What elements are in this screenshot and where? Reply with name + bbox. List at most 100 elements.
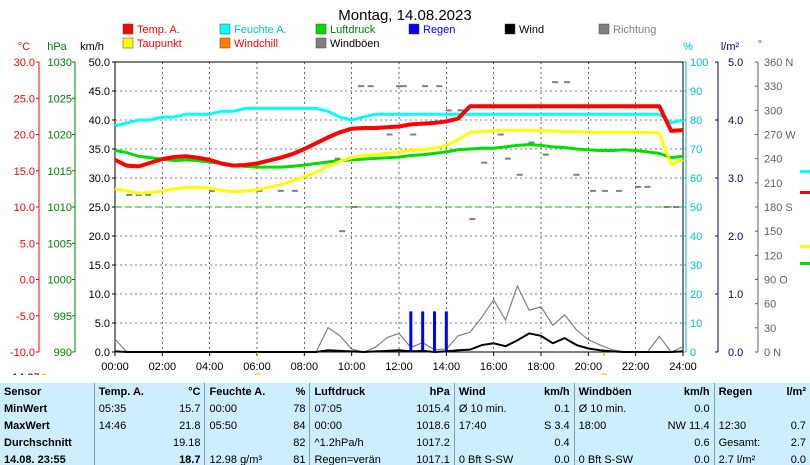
pressure-tick-label: 1000 <box>48 275 72 287</box>
direction-point <box>663 206 670 208</box>
direction-point <box>469 218 476 221</box>
temp-tick-label: -5.0 <box>16 311 35 323</box>
stats-cell: 0.7 <box>790 419 806 432</box>
direction-point <box>436 85 443 88</box>
temp-tick-label: -10.0 <box>10 347 35 359</box>
axes: 30.025.020.015.010.05.00.0-5.0-10.010301… <box>10 57 796 373</box>
wind-tick-label: 45.0 <box>89 86 110 98</box>
rain-tick-label: 2.0 <box>728 231 743 243</box>
time-tick-label: 06:00 <box>243 361 271 373</box>
wind-tick-label: 20.0 <box>89 231 110 243</box>
temp-tick-label: 0.0 <box>20 275 35 287</box>
rain-tick-label: 0.0 <box>728 347 743 359</box>
temp-tick-label: 20.0 <box>14 130 35 142</box>
direction-point <box>145 193 152 196</box>
pressure-tick-label: 1030 <box>48 57 72 69</box>
direction-point <box>358 85 365 88</box>
direction-point <box>126 193 133 196</box>
stats-cell: 17:40 <box>453 417 532 434</box>
stats-cell: Luftdruck <box>309 383 403 400</box>
pressure-tick-label: 990 <box>54 347 72 359</box>
stats-cell: 0.1 <box>554 402 570 415</box>
stats-cell: hPa <box>429 385 450 398</box>
legend-swatch <box>219 37 231 49</box>
weather-chart: Montag, 14.08.2023 Temp. A. Feuchte A. Luf… <box>10 7 810 375</box>
wind-tick-label: 25.0 <box>89 202 110 214</box>
stats-cell: l/m² <box>786 385 806 398</box>
stats-cell: 1017.2 <box>416 436 450 449</box>
direction-point <box>256 189 263 192</box>
direction-point <box>644 185 651 188</box>
stats-cell: 82 <box>293 436 306 449</box>
stats-row: MaxWert 14:46 21.8 05:50 84 00:00 1018.6 17:40 S… <box>0 417 810 434</box>
direction-point <box>573 173 580 176</box>
stats-cell: 18.7 <box>179 453 201 465</box>
direction-tick-label: 240 <box>764 154 782 166</box>
stats-cell: 07:05 <box>309 400 403 417</box>
humidity-tick-label: 70 <box>690 144 702 156</box>
stats-cell: km/h <box>543 385 570 398</box>
stats-cell: 78 <box>293 402 306 415</box>
stats-cell: 14:46 <box>93 417 161 434</box>
wind-tick-label: 10.0 <box>89 289 110 301</box>
stats-cell: 00:00 <box>309 417 403 434</box>
direction-tick-label: 300 <box>764 105 782 117</box>
legend-label: Taupunkt <box>137 38 182 50</box>
direction-tick-label: 120 <box>764 250 782 262</box>
humidity-tick-label: 100 <box>690 57 708 69</box>
legend-label: Feuchte A. <box>234 24 287 36</box>
direction-point <box>367 85 374 88</box>
humidity-tick-label: 20 <box>690 289 702 301</box>
direction-point <box>528 141 535 144</box>
stats-cell: S 3.4 <box>543 419 570 432</box>
stats-cell: 12:30 <box>713 417 776 434</box>
stats-cell: Ø 10 min. <box>453 400 532 417</box>
legend-label: Luftdruck <box>330 24 376 36</box>
time-tick-label: 02:00 <box>149 361 177 373</box>
stats-cell <box>204 434 285 451</box>
legend-swatch <box>315 23 327 35</box>
time-tick-label: 22:00 <box>622 361 650 373</box>
humidity-axis-unit: % <box>683 41 693 53</box>
stats-cell: Ø 10 min. <box>573 400 652 417</box>
rain-bar <box>433 311 436 352</box>
wind-axis-unit: km/h <box>80 41 104 53</box>
stats-cell: 1018.6 <box>416 419 450 432</box>
stats-cell <box>713 400 776 417</box>
stats-cell: 84 <box>293 419 306 432</box>
humidity-tick-label: 80 <box>690 115 702 127</box>
time-tick-label: 12:00 <box>385 361 413 373</box>
legend-swatch <box>122 23 134 35</box>
direction-point <box>590 189 597 192</box>
pressure-tick-label: 1005 <box>48 238 72 250</box>
stats-cell: 81 <box>293 453 306 465</box>
legend-swatch <box>122 37 134 49</box>
current-value-swatch <box>800 191 810 194</box>
direction-point <box>135 193 142 196</box>
series-marks <box>114 81 684 354</box>
stats-cell: 0.4 <box>554 436 570 449</box>
pressure-tick-label: 1015 <box>48 166 72 178</box>
direction-point <box>564 81 571 84</box>
direction-axis-unit: ° <box>758 39 762 51</box>
stats-cell <box>93 451 161 465</box>
direction-point <box>457 109 464 112</box>
stats-cell: Feuchte A. <box>204 383 285 400</box>
rain-tick-label: 1.0 <box>728 289 743 301</box>
direction-point <box>552 81 559 84</box>
direction-point <box>601 189 608 192</box>
direction-tick-label: 0 N <box>764 347 781 359</box>
current-value-swatch <box>800 262 810 265</box>
rain-bar <box>421 311 425 352</box>
direction-tick-label: 150 <box>764 226 782 238</box>
sun-markers: 14:27 <box>12 352 608 375</box>
stats-cell: 1017.1 <box>416 453 450 465</box>
direction-point <box>542 153 549 156</box>
temp-tick-label: 15.0 <box>14 166 35 178</box>
pressure-tick-label: 995 <box>54 311 72 323</box>
right-legend-swatches <box>800 170 810 265</box>
rain-tick-label: 4.0 <box>728 115 743 127</box>
direction-point <box>386 133 393 136</box>
stats-cell: 0.0 <box>694 402 710 415</box>
time-tick-label: 00:00 <box>101 361 129 373</box>
